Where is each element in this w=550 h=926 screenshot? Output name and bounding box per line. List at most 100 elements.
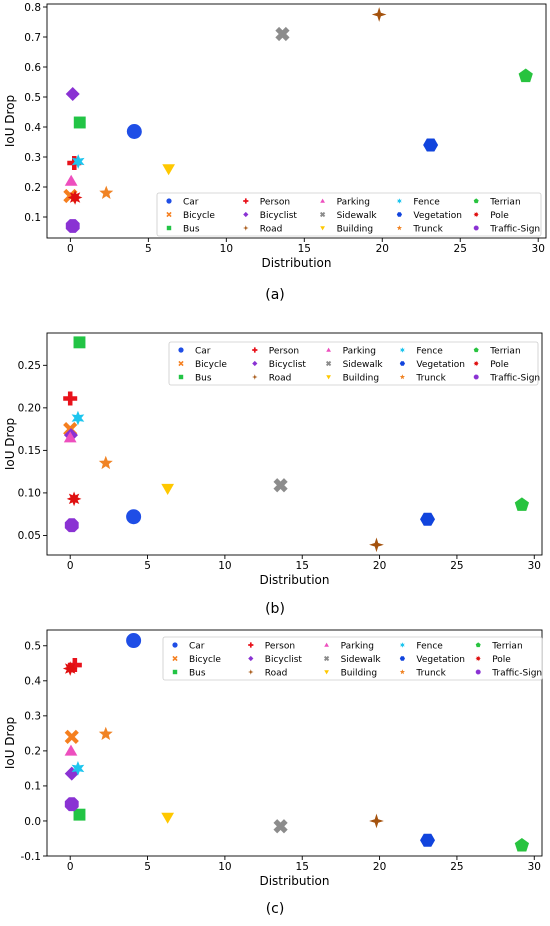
caption-1: (a)	[265, 287, 285, 303]
x-tick-label: 10	[220, 243, 233, 255]
legend-marker-terrian	[473, 198, 479, 204]
legend-label-road: Road	[265, 668, 288, 678]
legend-label-vegetation: Vegetation	[413, 211, 462, 221]
legend-marker-pole	[473, 360, 479, 367]
legend-marker-sidewalk	[323, 655, 330, 662]
legend-label-bicycle: Bicycle	[195, 360, 227, 370]
y-tick-label: 0.0	[24, 816, 41, 828]
legend-marker-sidewalk	[325, 360, 332, 367]
point-traffic-sign	[64, 797, 79, 812]
x-tick-label: 10	[218, 861, 231, 873]
legend-label-fence: Fence	[416, 641, 443, 651]
y-tick-label: 0.3	[24, 152, 41, 164]
point-parking	[64, 744, 78, 756]
legend-marker-traffic-sign	[475, 669, 481, 675]
legend-marker-parking	[326, 347, 331, 352]
point-terrian	[514, 837, 530, 852]
legend-marker-terrian	[473, 347, 479, 353]
legend-marker-bicycle	[172, 655, 178, 662]
x-tick-label: 25	[450, 560, 463, 572]
point-road	[369, 813, 384, 829]
legend-marker-fence	[400, 347, 405, 353]
legend-marker-vegetation	[399, 656, 405, 661]
legend-label-bicyclist: Bicyclist	[265, 655, 303, 665]
legend-marker-bus	[178, 374, 184, 380]
point-vegetation	[420, 512, 436, 526]
legend-marker-building	[320, 226, 325, 231]
legend-label-car: Car	[195, 346, 211, 356]
point-trunck	[98, 455, 113, 470]
legend-label-terrian: Terrian	[489, 197, 520, 207]
x-tick-label: 5	[145, 243, 152, 255]
x-tick-label: 20	[376, 243, 389, 255]
x-tick-label: 10	[218, 560, 231, 572]
legend-marker-fence	[397, 198, 402, 204]
y-tick-label: 0.2	[24, 182, 41, 194]
data-points	[63, 7, 533, 233]
point-road	[369, 537, 384, 553]
legend-marker-bicycle	[178, 360, 184, 367]
legend-label-parking: Parking	[341, 641, 374, 651]
x-tick-label: 20	[373, 560, 386, 572]
legend-label-bicycle: Bicycle	[189, 655, 221, 665]
legend-label-bicyclist: Bicyclist	[269, 360, 307, 370]
x-tick-label: 20	[373, 861, 386, 873]
y-tick-label: 0.8	[24, 2, 41, 14]
point-pole	[66, 491, 82, 507]
x-axis-label: Distribution	[259, 874, 329, 888]
legend-label-sidewalk: Sidewalk	[341, 655, 382, 665]
y-tick-label: 0.20	[18, 403, 41, 415]
legend-label-fence: Fence	[413, 197, 440, 207]
point-car	[126, 633, 142, 649]
x-axis-label: Distribution	[261, 256, 331, 270]
x-tick-label: 25	[454, 243, 467, 255]
legend-marker-bus	[172, 669, 178, 675]
point-fence	[71, 154, 85, 169]
legend-marker-person	[243, 198, 249, 204]
legend-label-pole: Pole	[490, 360, 509, 370]
legend-label-parking: Parking	[337, 197, 370, 207]
legend-marker-traffic-sign	[473, 225, 479, 231]
y-tick-label: 0.1	[24, 781, 41, 793]
chart-panel-1: 0 5 10 15 20 25 30 0.1 0.2 0.3 0.4 0.5 0.6 0.7 0.8 Dist…	[3, 2, 547, 270]
legend-marker-road	[248, 669, 254, 675]
chart-panel-2: 0 5 10 15 20 25 30 0.05 0.10 0.15 0.20 0.25 Distribu…	[3, 332, 543, 587]
point-terrian	[518, 68, 533, 83]
y-tick-label: 0.5	[24, 641, 41, 653]
y-tick-label: 0.6	[24, 62, 41, 74]
legend-marker-trunck	[399, 669, 405, 675]
point-sidewalk	[275, 26, 290, 42]
legend: Car Person Parking Fence Terrian Bicycle Bicyc…	[156, 192, 542, 237]
x-tick-label: 15	[296, 560, 309, 572]
point-pole	[67, 190, 83, 205]
point-trunck	[98, 726, 113, 741]
legend-label-bus: Bus	[183, 224, 200, 234]
legend-label-parking: Parking	[343, 346, 376, 356]
legend-label-pole: Pole	[492, 655, 511, 665]
legend-label-trunck: Trunck	[415, 668, 446, 678]
legend-box	[168, 341, 539, 386]
chart-panel-3: 0 5 10 15 20 25 30 -0.1 0.0 0.1 0.2 0.3 0.4 0.5 Distri…	[3, 629, 543, 888]
point-bus	[73, 116, 86, 129]
x-tick-label: 0	[67, 243, 74, 255]
x-tick-label: 30	[532, 243, 545, 255]
legend-label-traffic-sign: Traffic-Sign	[489, 224, 540, 234]
y-tick-label: 0.10	[18, 488, 41, 500]
legend-marker-fence	[400, 642, 405, 648]
legend-marker-sidewalk	[319, 211, 326, 218]
y-tick-label: 0.4	[24, 676, 41, 688]
y-tick-label: 0.7	[24, 32, 41, 44]
point-fence	[71, 410, 85, 426]
x-tick-label: 15	[296, 861, 309, 873]
legend-label-vegetation: Vegetation	[416, 655, 465, 665]
legend-label-terrian: Terrian	[489, 346, 520, 356]
legend-label-trunck: Trunck	[412, 224, 443, 234]
legend-marker-road	[252, 374, 258, 380]
legend-marker-bicyclist	[252, 360, 258, 367]
legend-marker-trunck	[396, 225, 402, 231]
legend-label-vegetation: Vegetation	[416, 360, 465, 370]
legend-label-bicycle: Bicycle	[183, 211, 215, 221]
legend-box	[162, 636, 543, 681]
data-points	[62, 633, 530, 852]
